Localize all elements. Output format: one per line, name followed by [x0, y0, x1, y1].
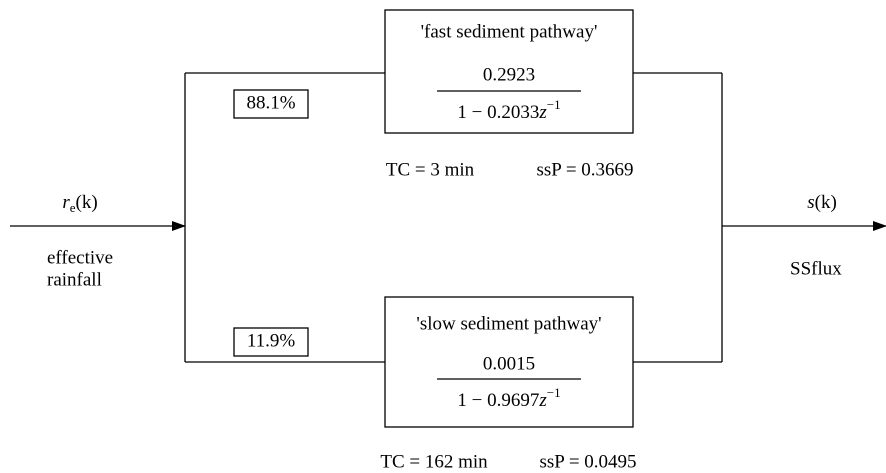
share: 11.9% — [247, 330, 296, 351]
numerator: 0.2923 — [483, 64, 535, 85]
numerator: 0.0015 — [483, 353, 535, 374]
input-symbol: re(k) — [62, 192, 97, 215]
share-box — [233, 89, 309, 119]
steady-state-proportion: ssP = 0.0495 — [539, 451, 636, 472]
output-symbol: s(k) — [807, 192, 837, 213]
steady-state-proportion: ssP = 0.3669 — [536, 159, 633, 180]
time-constant: TC = 3 min — [386, 159, 475, 180]
share: 88.1% — [246, 92, 295, 113]
denominator: 1 − 0.2033z−1 — [457, 97, 560, 123]
pathway-box — [384, 296, 634, 428]
pathway-box — [384, 9, 634, 134]
pathway-title: 'fast sediment pathway' — [421, 21, 598, 42]
input-description: effective — [47, 247, 113, 268]
input-description: rainfall — [47, 269, 102, 290]
pathway-title: 'slow sediment pathway' — [416, 313, 601, 334]
denominator: 1 − 0.9697z−1 — [457, 385, 560, 411]
output-description: SSflux — [790, 258, 842, 279]
share-box — [233, 327, 309, 357]
time-constant: TC = 162 min — [380, 451, 488, 472]
